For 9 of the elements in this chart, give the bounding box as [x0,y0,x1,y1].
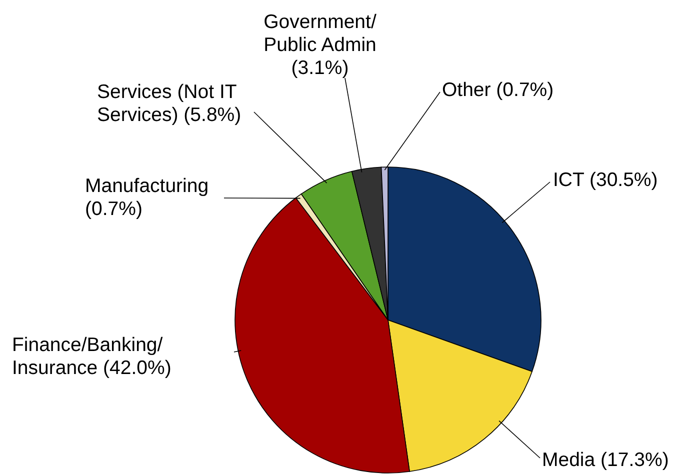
slice-label: ICT (30.5%) [553,169,658,191]
slice-label: Government/ Public Admin [264,11,377,56]
slice-label: Media (17.3%) [542,449,669,471]
slice-label: Manufacturing [85,175,209,197]
slice-label: Services (Not IT Services) (5.8%) [97,81,242,126]
data-label: (3.1%) [291,57,349,79]
slice-label: Finance/Banking/ Insurance (42.0%) [12,334,172,379]
data-label: (0.7%) [85,198,142,220]
slice-label: Other (0.7%) [442,79,554,101]
